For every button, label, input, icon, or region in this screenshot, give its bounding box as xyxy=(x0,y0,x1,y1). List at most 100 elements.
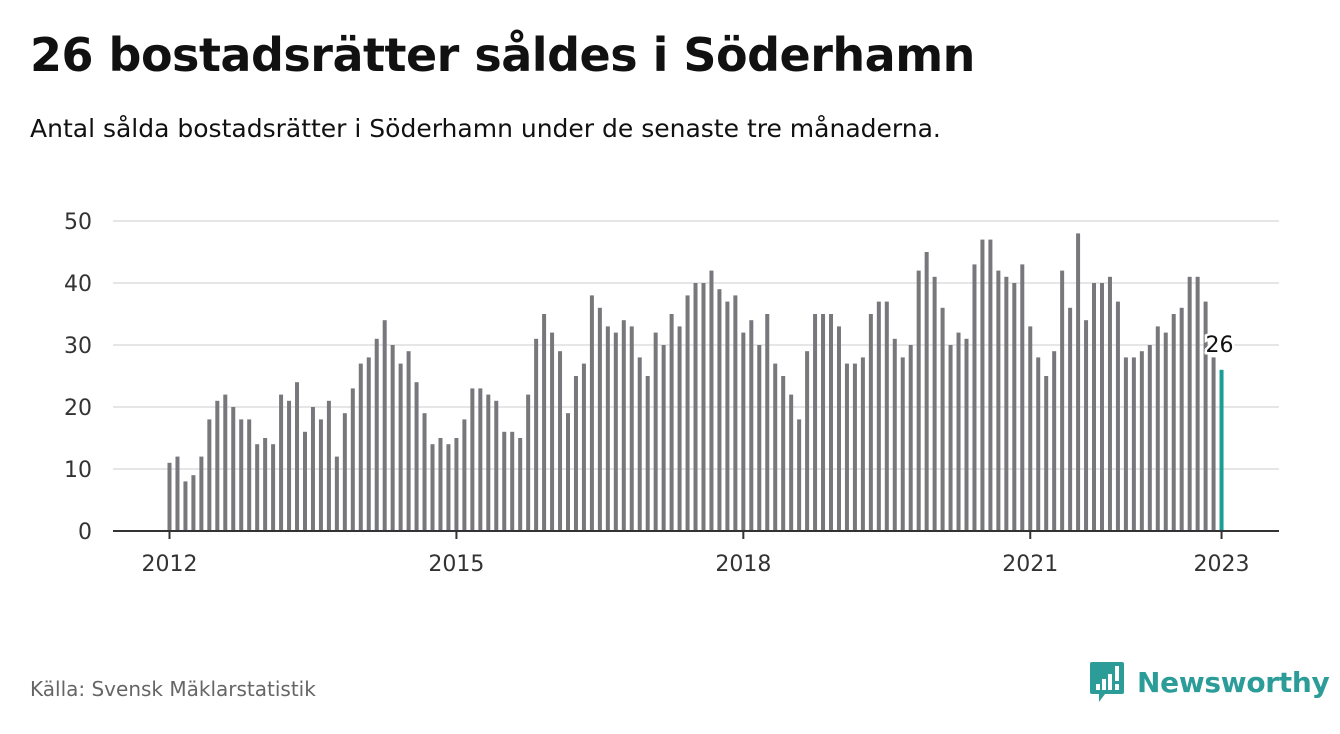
bar xyxy=(805,351,810,531)
bar xyxy=(271,444,276,531)
x-tick-label: 2012 xyxy=(142,552,198,577)
bar xyxy=(302,431,307,531)
bar xyxy=(677,326,682,531)
bar xyxy=(1044,376,1049,531)
bar xyxy=(844,363,849,531)
bar xyxy=(502,431,507,531)
bar xyxy=(167,462,172,531)
bar xyxy=(757,345,762,531)
bar xyxy=(566,413,570,531)
bar xyxy=(430,444,435,531)
bar xyxy=(717,289,722,531)
bar xyxy=(398,363,403,531)
bar xyxy=(175,456,180,531)
bar xyxy=(406,351,411,531)
bar xyxy=(765,314,770,531)
bar xyxy=(956,332,961,531)
bar xyxy=(829,314,834,531)
bar xyxy=(1123,357,1128,531)
source-note: Källa: Svensk Mäklarstatistik xyxy=(30,677,316,701)
bar xyxy=(948,345,953,531)
bar xyxy=(334,456,339,531)
bar xyxy=(223,394,228,531)
bar xyxy=(526,394,531,531)
bar xyxy=(1020,264,1025,531)
bar xyxy=(1107,276,1112,531)
bar xyxy=(494,400,499,531)
bar xyxy=(454,438,459,531)
y-tick-label: 30 xyxy=(64,334,92,359)
bar xyxy=(382,320,387,531)
bar xyxy=(613,332,618,531)
bar xyxy=(876,301,881,531)
bar xyxy=(589,295,594,531)
x-tick-label: 2018 xyxy=(715,552,771,577)
brand-name: Newsworthy xyxy=(1137,665,1330,699)
bar xyxy=(1115,301,1120,531)
bar xyxy=(318,419,323,531)
bar xyxy=(1028,326,1033,531)
bar xyxy=(605,326,610,531)
bar xyxy=(310,407,315,531)
bar xyxy=(215,400,220,531)
bar xyxy=(287,400,292,531)
x-tick-label: 2023 xyxy=(1194,552,1250,577)
bar xyxy=(932,276,937,531)
bar-highlight xyxy=(1219,369,1224,531)
bar xyxy=(350,388,355,531)
bar xyxy=(725,301,730,531)
bar xyxy=(852,363,857,531)
x-axis-ticks: 2012 2015 2018 2021 2023 xyxy=(142,531,1250,577)
y-tick-label: 50 xyxy=(64,210,92,235)
bar xyxy=(279,394,284,531)
bar xyxy=(972,264,977,531)
bar xyxy=(462,419,467,531)
bar xyxy=(1076,233,1081,531)
bar xyxy=(868,314,873,531)
bar xyxy=(422,413,427,531)
y-tick-label: 0 xyxy=(78,520,92,545)
bar xyxy=(1211,357,1216,531)
bar xyxy=(542,314,547,531)
bar xyxy=(621,320,626,531)
bar xyxy=(295,382,300,531)
y-axis-ticks: 0 10 20 30 40 50 xyxy=(64,210,92,545)
x-tick-label: 2021 xyxy=(1002,552,1058,577)
chart-subtitle: Antal sålda bostadsrätter i Söderhamn un… xyxy=(30,114,941,143)
bar xyxy=(685,295,690,531)
bar xyxy=(980,239,985,531)
bar xyxy=(733,295,738,531)
bar xyxy=(860,357,865,531)
bar xyxy=(342,413,347,531)
bar xyxy=(247,419,252,531)
bar xyxy=(661,345,666,531)
bar xyxy=(813,314,818,531)
bar xyxy=(1092,283,1097,531)
bar xyxy=(637,357,642,531)
bar xyxy=(1068,307,1073,531)
bar xyxy=(486,394,491,531)
bar xyxy=(821,314,826,531)
y-tick-label: 20 xyxy=(64,396,92,421)
bar xyxy=(940,307,945,531)
bar xyxy=(629,326,634,531)
bar xyxy=(1012,283,1017,531)
bar xyxy=(597,307,602,531)
bar xyxy=(510,431,515,531)
bar xyxy=(669,314,674,531)
bar xyxy=(1060,270,1065,531)
bar xyxy=(326,400,331,531)
bar xyxy=(749,320,754,531)
data-labels: 26 xyxy=(1203,330,1236,360)
bar xyxy=(1155,326,1160,531)
brand[interactable]: Newsworthy xyxy=(1089,660,1330,704)
bar xyxy=(924,252,929,531)
bar xyxy=(741,332,746,531)
highlight-data-label: 26 xyxy=(1206,333,1234,358)
bar xyxy=(550,332,555,531)
bar xyxy=(207,419,212,531)
bar xyxy=(900,357,905,531)
bar xyxy=(199,456,204,531)
bar xyxy=(773,363,778,531)
bar xyxy=(518,438,523,531)
